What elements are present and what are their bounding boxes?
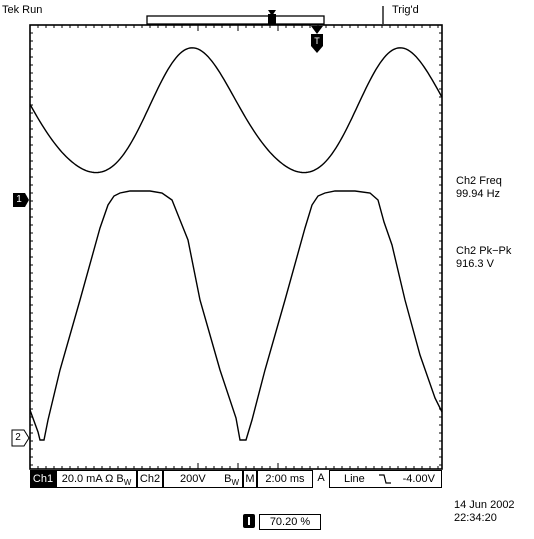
ch2-tag: Ch2 [137,470,163,488]
measurement-freq-label: Ch2 Freq [456,175,502,187]
ch2-bw-w: W [231,478,239,488]
measurement-pkpk-label: Ch2 Pk−Pk [456,245,512,257]
measurement-freq-value: 99.94 Hz [456,188,501,200]
graticule-frame [29,24,443,470]
ch1-scale: 20.0 mA Ω BW [56,470,137,488]
ch2-scale-text: 200V [180,473,206,485]
trigger-point-icon [311,26,323,34]
trigger-status: Trig'd [392,4,419,16]
trigger-level: -4.00V [402,473,435,485]
ch2-waveform [29,190,443,441]
trigger-marker-label: T [314,36,320,46]
ch1-scale-text: 20.0 mA Ω B [61,473,124,485]
timebase: 2:00 ms [257,470,313,488]
trigger-position-value: 70.20 % [259,514,321,530]
ch1-marker-label: 1 [16,194,22,205]
run-status: Tek Run [2,4,43,16]
ch2-ground-marker-icon [11,429,30,447]
ch2-bw-b: B [224,473,232,485]
graticule-ticks [29,24,442,469]
trigger-position-icon-mark [248,517,250,525]
time-readout: 22:34:20 [454,512,497,524]
measurement-pkpk-value: 916.3 V [456,258,494,270]
ch2-marker-label: 2 [15,432,21,443]
ch1-ground-marker-icon [13,193,29,207]
falling-edge-icon [379,474,391,484]
record-trigger-marker-icon [268,10,276,16]
ch1-tag: Ch1 [30,470,56,488]
date-readout: 14 Jun 2002 [454,499,515,511]
timebase-mode: M [243,470,257,488]
trigger-mode: A [313,470,329,488]
ch1-bw-suffix: W [123,478,132,488]
ch1-waveform [29,47,443,174]
record-length-bar [146,15,325,25]
trigger-settings: Line -4.00V [329,470,442,488]
ch2-scale: 200V BW [163,470,243,488]
trigger-source: Line [344,473,365,485]
